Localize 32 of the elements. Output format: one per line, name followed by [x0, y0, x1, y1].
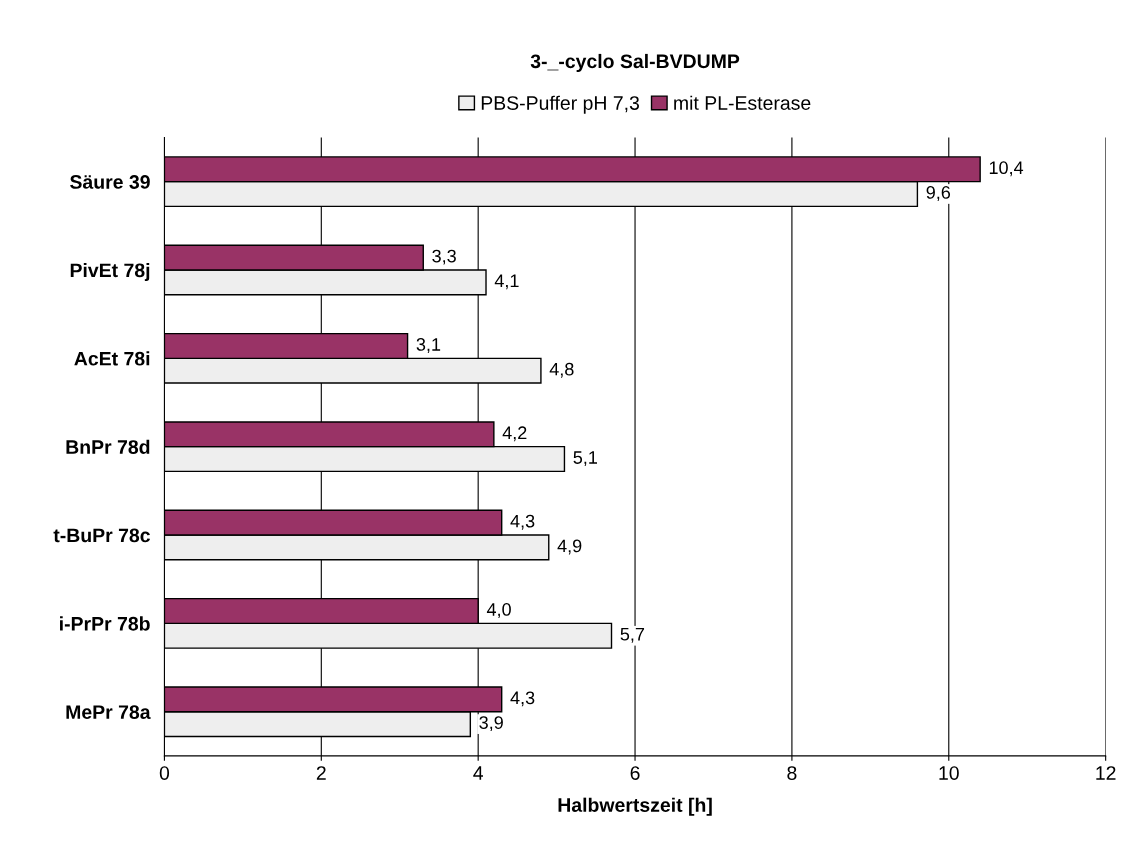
x-tick-label: 0	[159, 766, 170, 780]
y-tick-label: MePr 78a	[66, 705, 151, 719]
x-tick-label: 6	[630, 766, 640, 780]
x-tick-label: 8	[787, 766, 797, 780]
y-tick-label: t-BuPr 78c	[53, 528, 150, 543]
chart-title: 3-_-cyclo Sal-BVDUMP	[530, 53, 740, 73]
y-tick-label: i-PrPr 78b	[60, 616, 150, 631]
y-tick-label: Säure 39	[70, 175, 150, 189]
x-tick-label: 4	[473, 766, 484, 780]
data-label: 4,9	[557, 539, 582, 555]
y-tick-label: AcEt 78i	[74, 351, 150, 366]
data-label: 3,9	[479, 716, 503, 732]
data-label: 4,2	[502, 426, 527, 442]
x-tick-label: 10	[939, 766, 959, 780]
x-tick-label: 12	[1096, 766, 1116, 780]
data-label: 9,6	[926, 186, 951, 201]
y-tick-label: PivEt 78j	[70, 262, 150, 282]
data-label: 3,3	[432, 249, 456, 265]
data-label: 5,7	[620, 628, 645, 643]
y-tick-label: BnPr 78d	[66, 439, 150, 454]
data-label: 4,1	[494, 274, 519, 290]
data-label: 5,1	[573, 451, 597, 467]
data-label: 4,3	[510, 691, 535, 707]
x-axis-title: Halbwertszeit [h]	[558, 797, 712, 816]
data-label: 4,3	[510, 514, 535, 530]
x-tick-label: 2	[316, 766, 326, 780]
legend-label: mit PL-Esterase	[674, 95, 811, 110]
data-label: 3,1	[416, 338, 441, 353]
data-label: 4,0	[486, 603, 511, 618]
legend-label: PBS-Puffer pH 7,3	[481, 95, 640, 114]
data-label: 4,8	[549, 362, 574, 378]
data-label: 10,4	[989, 161, 1024, 177]
